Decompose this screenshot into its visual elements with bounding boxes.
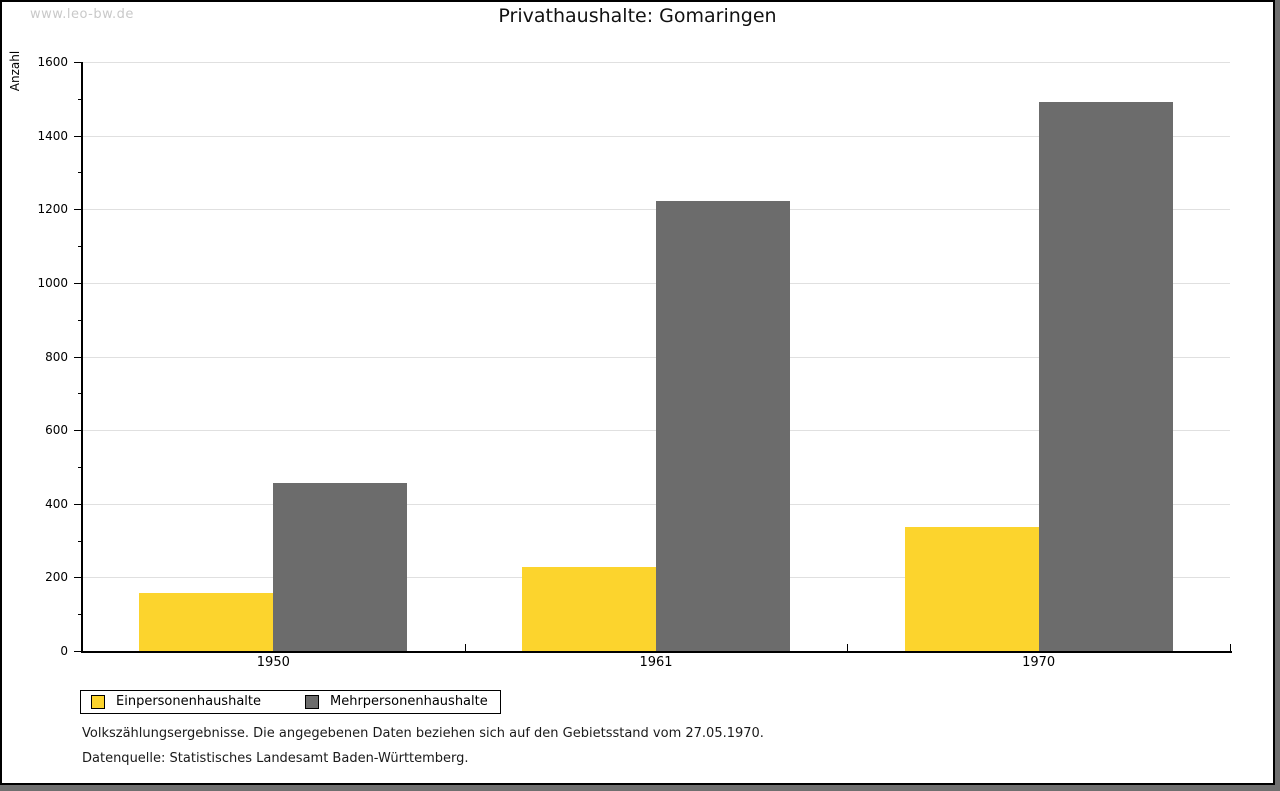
y-axis-tick-minor [78,393,82,395]
y-axis-tick-label: 0 [60,644,68,658]
chart-title: Privathaushalte: Gomaringen [498,5,777,27]
x-axis-category-label: 1961 [639,655,673,670]
y-axis-tick-minor [78,540,82,542]
y-axis-tick-label: 800 [45,349,68,364]
x-axis-tick [464,644,466,651]
y-axis-tick [74,135,82,137]
y-axis-tick-label: 1600 [37,55,68,69]
legend-item-einpersonenhaushalte: Einpersonenhaushalte [91,694,261,709]
bar-1970-Mehrpersonenhaushalte [1038,102,1173,651]
bar-1950-Mehrpersonenhaushalte [273,482,408,651]
y-axis-tick-label: 600 [45,423,68,438]
y-axis-tick-minor [78,466,82,468]
y-axis-tick-minor [78,246,82,248]
y-axis-tick [74,282,82,284]
y-axis-tick [74,209,82,211]
y-axis-tick-label: 1400 [37,128,68,143]
y-axis-label: Anzahl [8,50,22,92]
x-axis-tick [1230,644,1231,651]
gridline [82,135,1230,137]
x-axis-line [81,651,1232,653]
y-axis-line [81,62,83,653]
bar-1961-Mehrpersonenhaushalte [656,201,790,651]
y-axis-tick-label: 1200 [37,202,68,217]
footnote-line-2: Datenquelle: Statistisches Landesamt Bad… [82,751,469,766]
legend-swatch-gray [305,694,319,709]
y-axis-tick-minor [78,98,82,100]
y-axis-tick-label: 1000 [37,275,68,290]
x-axis-tick [847,644,849,651]
bar-1970-Einpersonenhaushalte [904,526,1039,651]
footnote-line-1: Volkszählungsergebnisse. Die angegebenen… [82,726,764,741]
bar-1961-Einpersonenhaushalte [522,566,656,651]
y-axis-tick-minor [78,614,82,616]
legend-label: Einpersonenhaushalte [116,694,261,709]
y-axis-tick [74,62,82,63]
y-axis-tick-label: 200 [45,570,68,585]
legend-item-mehrpersonenhaushalte: Mehrpersonenhaushalte [305,694,488,709]
bar-1950-Einpersonenhaushalte [139,593,274,651]
gridline [82,62,1230,63]
y-axis-tick-label: 400 [45,496,68,511]
y-axis-tick-minor [78,172,82,174]
y-axis-tick-minor [78,319,82,321]
y-axis-tick [74,356,82,358]
x-axis-category-label: 1950 [256,655,290,670]
x-axis-category-label: 1970 [1022,655,1056,670]
y-axis-tick [74,577,82,579]
legend-label: Mehrpersonenhaushalte [330,694,488,709]
legend-swatch-yellow [91,694,105,709]
y-axis-tick [74,430,82,432]
legend: Einpersonenhaushalte Mehrpersonenhaushal… [80,690,501,714]
y-axis-tick [74,503,82,505]
watermark: www.leo-bw.de [30,7,134,22]
y-axis-tick [74,651,82,652]
